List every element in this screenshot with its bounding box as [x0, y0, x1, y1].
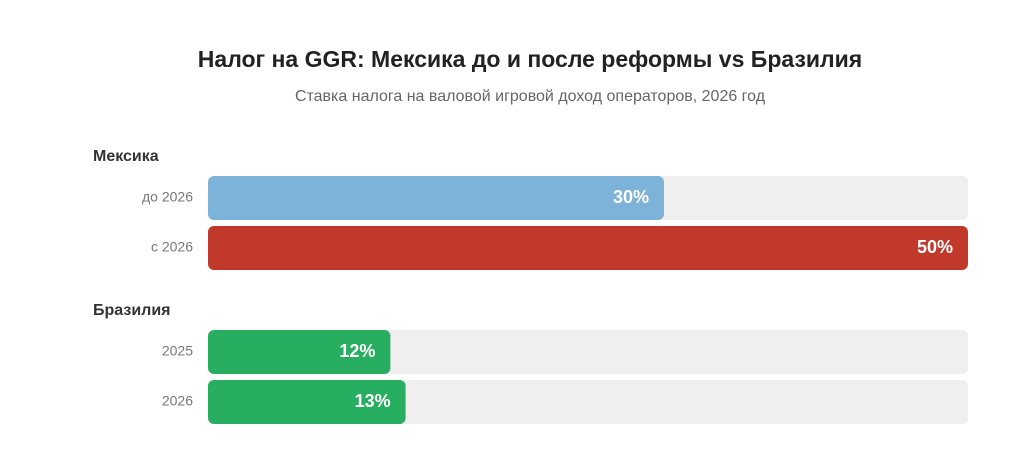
- value-label: 30%: [613, 187, 649, 207]
- bar-track: [208, 330, 968, 374]
- bar: [208, 176, 664, 220]
- category-label: 2026: [162, 393, 193, 409]
- category-label: 2025: [162, 343, 193, 359]
- bar: [208, 380, 406, 424]
- chart-title: Налог на GGR: Мексика до и после реформы…: [198, 46, 862, 72]
- value-label: 13%: [355, 391, 391, 411]
- chart-subtitle: Ставка налога на валовой игровой доход о…: [295, 88, 766, 105]
- category-label: с 2026: [151, 239, 193, 255]
- value-label: 12%: [339, 341, 375, 361]
- bar: [208, 226, 968, 270]
- group-label: Мексика: [93, 148, 159, 165]
- value-label: 50%: [917, 237, 953, 257]
- group-label: Бразилия: [93, 302, 171, 319]
- bar: [208, 330, 391, 374]
- category-label: до 2026: [142, 189, 193, 205]
